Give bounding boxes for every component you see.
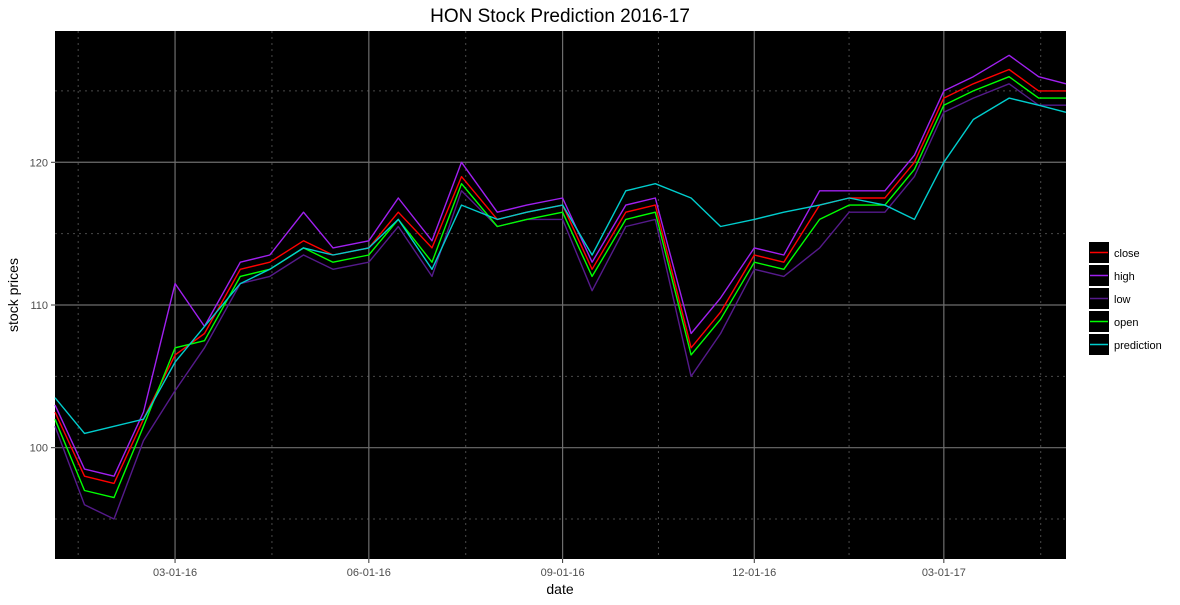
x-tick-label: 03-01-16 [153,567,197,579]
y-tick-label: 120 [30,157,48,169]
y-axis-label: stock prices [5,258,21,332]
y-tick-label: 100 [30,443,48,455]
x-tick-label: 12-01-16 [732,567,776,579]
legend-label-open: open [1114,317,1138,329]
legend-label-prediction: prediction [1114,340,1162,352]
x-tick-label: 03-01-17 [922,567,966,579]
series-line-prediction [54,97,1067,435]
axes: 03-01-16 06-01-16 09-01-16 12-01-16 03-01-17… [30,157,966,579]
series-line-open [54,75,1066,499]
plot-background [55,31,1066,559]
series-line-high [54,54,1067,477]
series-lines [54,54,1067,520]
x-tick-label: 09-01-16 [541,567,585,579]
y-tick-label: 110 [30,300,48,312]
series-line-low [54,83,1066,520]
x-tick-label: 06-01-16 [347,567,391,579]
chart-title: HON Stock Prediction 2016-17 [430,6,690,27]
x-axis-label: date [546,581,573,597]
legend-label-close: close [1114,248,1140,260]
grid [55,31,1066,559]
legend: close high low open prediction [1089,242,1162,355]
legend-label-high: high [1114,271,1135,283]
legend-label-low: low [1114,294,1131,306]
